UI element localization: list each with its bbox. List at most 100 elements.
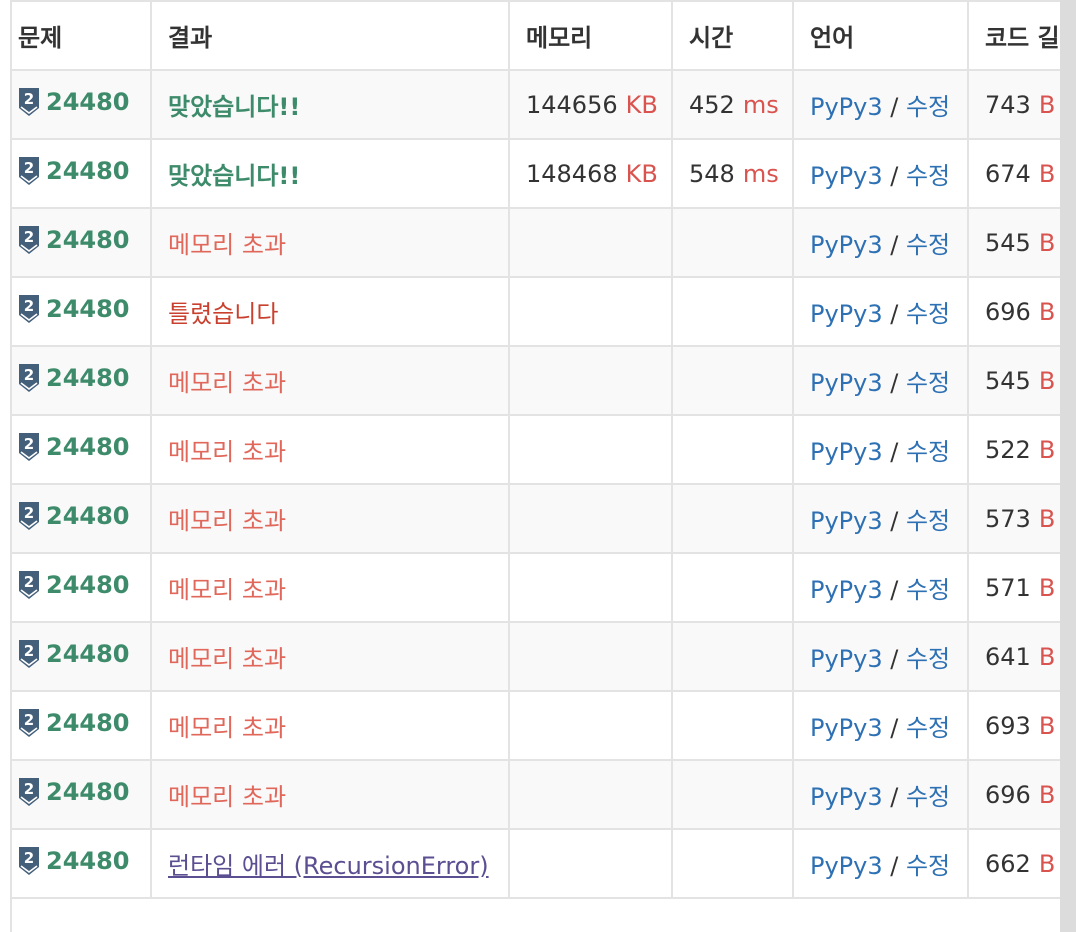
code-length-unit: B bbox=[1038, 90, 1056, 119]
problem-link[interactable]: 2 24480 bbox=[18, 294, 130, 324]
memory-unit: KB bbox=[625, 159, 658, 188]
memory-cell bbox=[508, 621, 673, 692]
result-text: 메모리 초과 bbox=[168, 231, 287, 259]
code-length-value: 641 bbox=[985, 642, 1031, 671]
separator: / bbox=[882, 369, 906, 397]
memory-cell bbox=[508, 207, 673, 278]
code-length-unit: B bbox=[1038, 711, 1056, 740]
language-link[interactable]: PyPy3 bbox=[810, 714, 883, 742]
code-length-unit: B bbox=[1038, 849, 1056, 878]
edit-link[interactable]: 수정 bbox=[905, 852, 951, 880]
result-cell: 메모리 초과 bbox=[150, 690, 510, 761]
problem-cell: 2 24480 bbox=[0, 276, 152, 347]
problem-id: 24480 bbox=[46, 639, 130, 668]
vertical-scrollbar[interactable] bbox=[1060, 0, 1076, 932]
language-link[interactable]: PyPy3 bbox=[810, 369, 883, 397]
time-cell bbox=[671, 621, 794, 692]
language-link[interactable]: PyPy3 bbox=[810, 438, 883, 466]
problem-link[interactable]: 2 24480 bbox=[18, 846, 130, 876]
edit-link[interactable]: 수정 bbox=[905, 231, 951, 259]
edit-link[interactable]: 수정 bbox=[905, 300, 951, 328]
problem-link[interactable]: 2 24480 bbox=[18, 225, 130, 255]
language-link[interactable]: PyPy3 bbox=[810, 507, 883, 535]
silver-tier-badge-icon: 2 bbox=[19, 432, 39, 461]
edit-link[interactable]: 수정 bbox=[905, 576, 951, 604]
table-row: 2 24480 메모리 초과 PyPy3 / 수정 522 B bbox=[0, 414, 1060, 485]
tier-level-text: 2 bbox=[24, 711, 34, 729]
memory-cell bbox=[508, 345, 673, 416]
code-length-unit: B bbox=[1038, 366, 1056, 395]
problem-link[interactable]: 2 24480 bbox=[18, 777, 130, 807]
code-length-cell: 743 B bbox=[967, 69, 1060, 140]
submission-table: 문제 결과 메모리 시간 언어 코드 길이 2 24480 맞았습니다!! bbox=[0, 0, 1060, 899]
code-length-value: 545 bbox=[985, 228, 1031, 257]
problem-link[interactable]: 2 24480 bbox=[18, 87, 130, 117]
column-header-code-length: 코드 길이 bbox=[967, 0, 1060, 71]
table-row: 2 24480 맞았습니다!! 144656 KB 452 ms PyPy3 / 수… bbox=[0, 69, 1060, 140]
silver-tier-badge-icon: 2 bbox=[19, 570, 39, 599]
result-text[interactable]: 런타임 에러 (RecursionError) bbox=[168, 852, 489, 880]
language-cell: PyPy3 / 수정 bbox=[792, 483, 969, 554]
time-cell bbox=[671, 483, 794, 554]
separator: / bbox=[882, 231, 906, 259]
problem-cell: 2 24480 bbox=[0, 552, 152, 623]
result-text: 메모리 초과 bbox=[168, 507, 287, 535]
language-link[interactable]: PyPy3 bbox=[810, 162, 883, 190]
problem-link[interactable]: 2 24480 bbox=[18, 156, 130, 186]
problem-link[interactable]: 2 24480 bbox=[18, 708, 130, 738]
problem-link[interactable]: 2 24480 bbox=[18, 432, 130, 462]
separator: / bbox=[882, 783, 906, 811]
language-cell: PyPy3 / 수정 bbox=[792, 69, 969, 140]
problem-id: 24480 bbox=[46, 570, 130, 599]
code-length-value: 693 bbox=[985, 711, 1031, 740]
code-length-cell: 641 B bbox=[967, 621, 1060, 692]
silver-tier-badge-icon: 2 bbox=[19, 777, 39, 806]
code-length-unit: B bbox=[1038, 642, 1056, 671]
memory-cell bbox=[508, 552, 673, 623]
problem-id: 24480 bbox=[46, 225, 130, 254]
edit-link[interactable]: 수정 bbox=[905, 507, 951, 535]
problem-link[interactable]: 2 24480 bbox=[18, 570, 130, 600]
edit-link[interactable]: 수정 bbox=[905, 714, 951, 742]
edit-link[interactable]: 수정 bbox=[905, 645, 951, 673]
tier-level-text: 2 bbox=[24, 228, 34, 246]
time-value: 548 bbox=[689, 159, 735, 188]
problem-link[interactable]: 2 24480 bbox=[18, 363, 130, 393]
language-link[interactable]: PyPy3 bbox=[810, 783, 883, 811]
result-text: 메모리 초과 bbox=[168, 576, 287, 604]
separator: / bbox=[882, 714, 906, 742]
table-row: 2 24480 메모리 초과 PyPy3 / 수정 693 B bbox=[0, 690, 1060, 761]
memory-cell bbox=[508, 759, 673, 830]
time-cell bbox=[671, 759, 794, 830]
code-length-cell: 545 B bbox=[967, 207, 1060, 278]
table-row: 2 24480 맞았습니다!! 148468 KB 548 ms PyPy3 / 수… bbox=[0, 138, 1060, 209]
code-length-unit: B bbox=[1038, 228, 1056, 257]
time-unit: ms bbox=[742, 90, 779, 119]
time-cell bbox=[671, 207, 794, 278]
silver-tier-badge-icon: 2 bbox=[19, 363, 39, 392]
edit-link[interactable]: 수정 bbox=[905, 438, 951, 466]
language-link[interactable]: PyPy3 bbox=[810, 852, 883, 880]
code-length-unit: B bbox=[1038, 504, 1056, 533]
silver-tier-badge-icon: 2 bbox=[19, 639, 39, 668]
left-table-edge bbox=[0, 0, 12, 932]
separator: / bbox=[882, 300, 906, 328]
language-link[interactable]: PyPy3 bbox=[810, 645, 883, 673]
edit-link[interactable]: 수정 bbox=[905, 162, 951, 190]
edit-link[interactable]: 수정 bbox=[905, 783, 951, 811]
edit-link[interactable]: 수정 bbox=[905, 369, 951, 397]
language-cell: PyPy3 / 수정 bbox=[792, 690, 969, 761]
language-link[interactable]: PyPy3 bbox=[810, 300, 883, 328]
edit-link[interactable]: 수정 bbox=[905, 93, 951, 121]
language-link[interactable]: PyPy3 bbox=[810, 93, 883, 121]
code-length-value: 674 bbox=[985, 159, 1031, 188]
code-length-unit: B bbox=[1038, 297, 1056, 326]
problem-link[interactable]: 2 24480 bbox=[18, 501, 130, 531]
result-cell: 메모리 초과 bbox=[150, 759, 510, 830]
problem-link[interactable]: 2 24480 bbox=[18, 639, 130, 669]
result-cell: 맞았습니다!! bbox=[150, 138, 510, 209]
column-header-memory: 메모리 bbox=[508, 0, 673, 71]
language-link[interactable]: PyPy3 bbox=[810, 231, 883, 259]
table-row: 2 24480 메모리 초과 PyPy3 / 수정 696 B bbox=[0, 759, 1060, 830]
language-link[interactable]: PyPy3 bbox=[810, 576, 883, 604]
